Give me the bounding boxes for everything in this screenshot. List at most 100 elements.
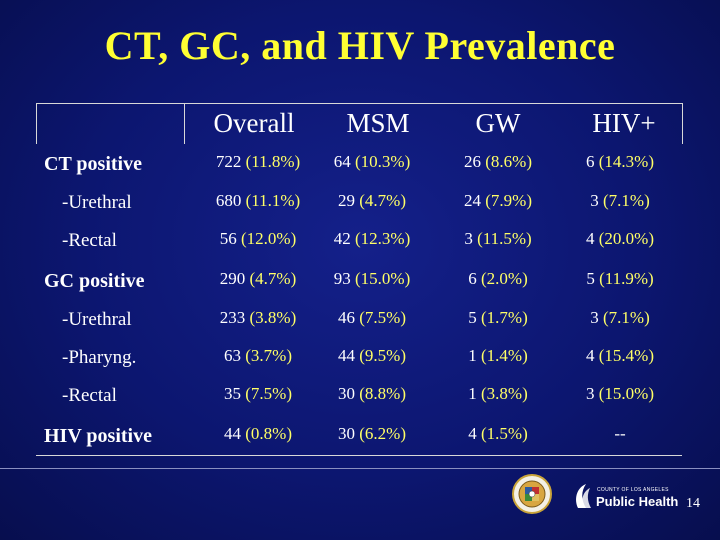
logo-county-text: COUNTY OF LOS ANGELES	[597, 487, 669, 493]
table-cell: 44 (0.8%)	[196, 424, 320, 444]
cell-percent: (10.3%)	[355, 152, 411, 171]
page-number: 14	[686, 496, 700, 511]
cell-count: 3	[464, 229, 473, 248]
cell-percent: (7.5%)	[245, 384, 292, 403]
table-cell: 1 (1.4%)	[436, 346, 560, 366]
county-seal-icon	[512, 474, 552, 514]
cell-percent: (4.7%)	[249, 269, 297, 288]
cell-percent: (15.0%)	[355, 269, 411, 288]
table-cell: 6 (2.0%)	[436, 269, 560, 289]
table-cell: 4 (20.0%)	[558, 229, 682, 249]
cell-percent: (7.1%)	[603, 308, 650, 327]
cell-percent: (6.2%)	[359, 424, 406, 443]
row-label: GC positive	[44, 270, 145, 292]
table-cell: 3 (15.0%)	[558, 384, 682, 404]
row-label: -Urethral	[62, 309, 132, 330]
table-cell: 5 (11.9%)	[558, 269, 682, 289]
cell-count: 3	[586, 384, 595, 403]
cell-count: 4	[586, 346, 595, 365]
footer-divider	[0, 468, 720, 469]
cell-count: 6	[586, 152, 595, 171]
cell-percent: (3.7%)	[245, 346, 292, 365]
table-header-frame	[183, 103, 683, 144]
cell-percent: (7.1%)	[603, 191, 650, 210]
cell-percent: (0.8%)	[245, 424, 292, 443]
cell-percent: (1.4%)	[481, 346, 528, 365]
cell-count: 680	[215, 191, 242, 210]
table-corner-cell	[36, 103, 185, 144]
public-health-logo-icon	[576, 484, 591, 508]
table-cell: --	[558, 424, 682, 444]
cell-count: 44	[224, 424, 241, 443]
cell-percent: (9.5%)	[359, 346, 406, 365]
table-cell: 46 (7.5%)	[310, 308, 434, 328]
row-label: -Urethral	[62, 192, 132, 213]
cell-percent: (4.7%)	[359, 191, 406, 210]
cell-count: 30	[338, 384, 355, 403]
table-cell: 35 (7.5%)	[196, 384, 320, 404]
cell-percent: (1.5%)	[481, 424, 528, 443]
cell-count: 5	[468, 308, 477, 327]
cell-count: --	[614, 424, 626, 443]
cell-percent: (2.0%)	[481, 269, 528, 288]
cell-count: 42	[333, 229, 351, 248]
table-cell: 1 (3.8%)	[436, 384, 560, 404]
cell-count: 5	[586, 269, 595, 288]
cell-percent: (15.0%)	[598, 384, 654, 403]
table-cell: 56 (12.0%)	[196, 229, 320, 249]
cell-count: 290	[219, 269, 246, 288]
cell-percent: (8.8%)	[359, 384, 406, 403]
cell-count: 26	[464, 152, 481, 171]
cell-count: 1	[468, 346, 477, 365]
table-cell: 4 (1.5%)	[436, 424, 560, 444]
table-cell: 290 (4.7%)	[196, 269, 320, 289]
cell-count: 93	[333, 269, 351, 288]
cell-count: 1	[468, 384, 477, 403]
cell-count: 35	[224, 384, 241, 403]
table-cell: 233 (3.8%)	[196, 308, 320, 328]
table-cell: 3 (11.5%)	[436, 229, 560, 249]
table-cell: 26 (8.6%)	[436, 152, 560, 172]
cell-percent: (7.5%)	[359, 308, 406, 327]
row-label: -Rectal	[62, 230, 117, 251]
cell-count: 233	[219, 308, 246, 327]
table-cell: 42 (12.3%)	[310, 229, 434, 249]
table-cell: 64 (10.3%)	[310, 152, 434, 172]
cell-percent: (8.6%)	[485, 152, 532, 171]
cell-count: 6	[468, 269, 477, 288]
cell-count: 56	[219, 229, 237, 248]
column-header-hiv: HIV+	[592, 108, 656, 138]
cell-percent: (14.3%)	[598, 152, 654, 171]
cell-percent: (11.1%)	[245, 191, 301, 210]
row-label: HIV positive	[44, 425, 152, 447]
row-label: -Rectal	[62, 385, 117, 406]
cell-count: 4	[586, 229, 595, 248]
cell-percent: (20.0%)	[598, 229, 654, 248]
cell-percent: (11.9%)	[599, 269, 654, 288]
table-cell: 30 (6.2%)	[310, 424, 434, 444]
table-cell: 44 (9.5%)	[310, 346, 434, 366]
table-cell: 29 (4.7%)	[310, 191, 434, 211]
table-cell: 6 (14.3%)	[558, 152, 682, 172]
cell-percent: (3.8%)	[481, 384, 528, 403]
table-cell: 24 (7.9%)	[436, 191, 560, 211]
column-header-msm: MSM	[346, 108, 410, 138]
table-cell: 63 (3.7%)	[196, 346, 320, 366]
cell-count: 44	[338, 346, 355, 365]
table-cell: 4 (15.4%)	[558, 346, 682, 366]
row-label: CT positive	[44, 153, 142, 175]
row-label: -Pharyng.	[62, 347, 137, 368]
slide-title: CT, GC, and HIV Prevalence	[104, 23, 616, 68]
table-cell: 93 (15.0%)	[310, 269, 434, 289]
table-cell: 3 (7.1%)	[558, 308, 682, 328]
cell-count: 64	[333, 152, 351, 171]
cell-percent: (11.5%)	[477, 229, 532, 248]
table-cell: 680 (11.1%)	[196, 191, 320, 211]
cell-count: 722	[215, 152, 242, 171]
cell-count: 63	[224, 346, 241, 365]
cell-percent: (7.9%)	[485, 191, 532, 210]
logo-public-health-text: Public Health	[596, 494, 679, 509]
cell-percent: (1.7%)	[481, 308, 528, 327]
cell-percent: (3.8%)	[249, 308, 297, 327]
cell-percent: (11.8%)	[245, 152, 301, 171]
